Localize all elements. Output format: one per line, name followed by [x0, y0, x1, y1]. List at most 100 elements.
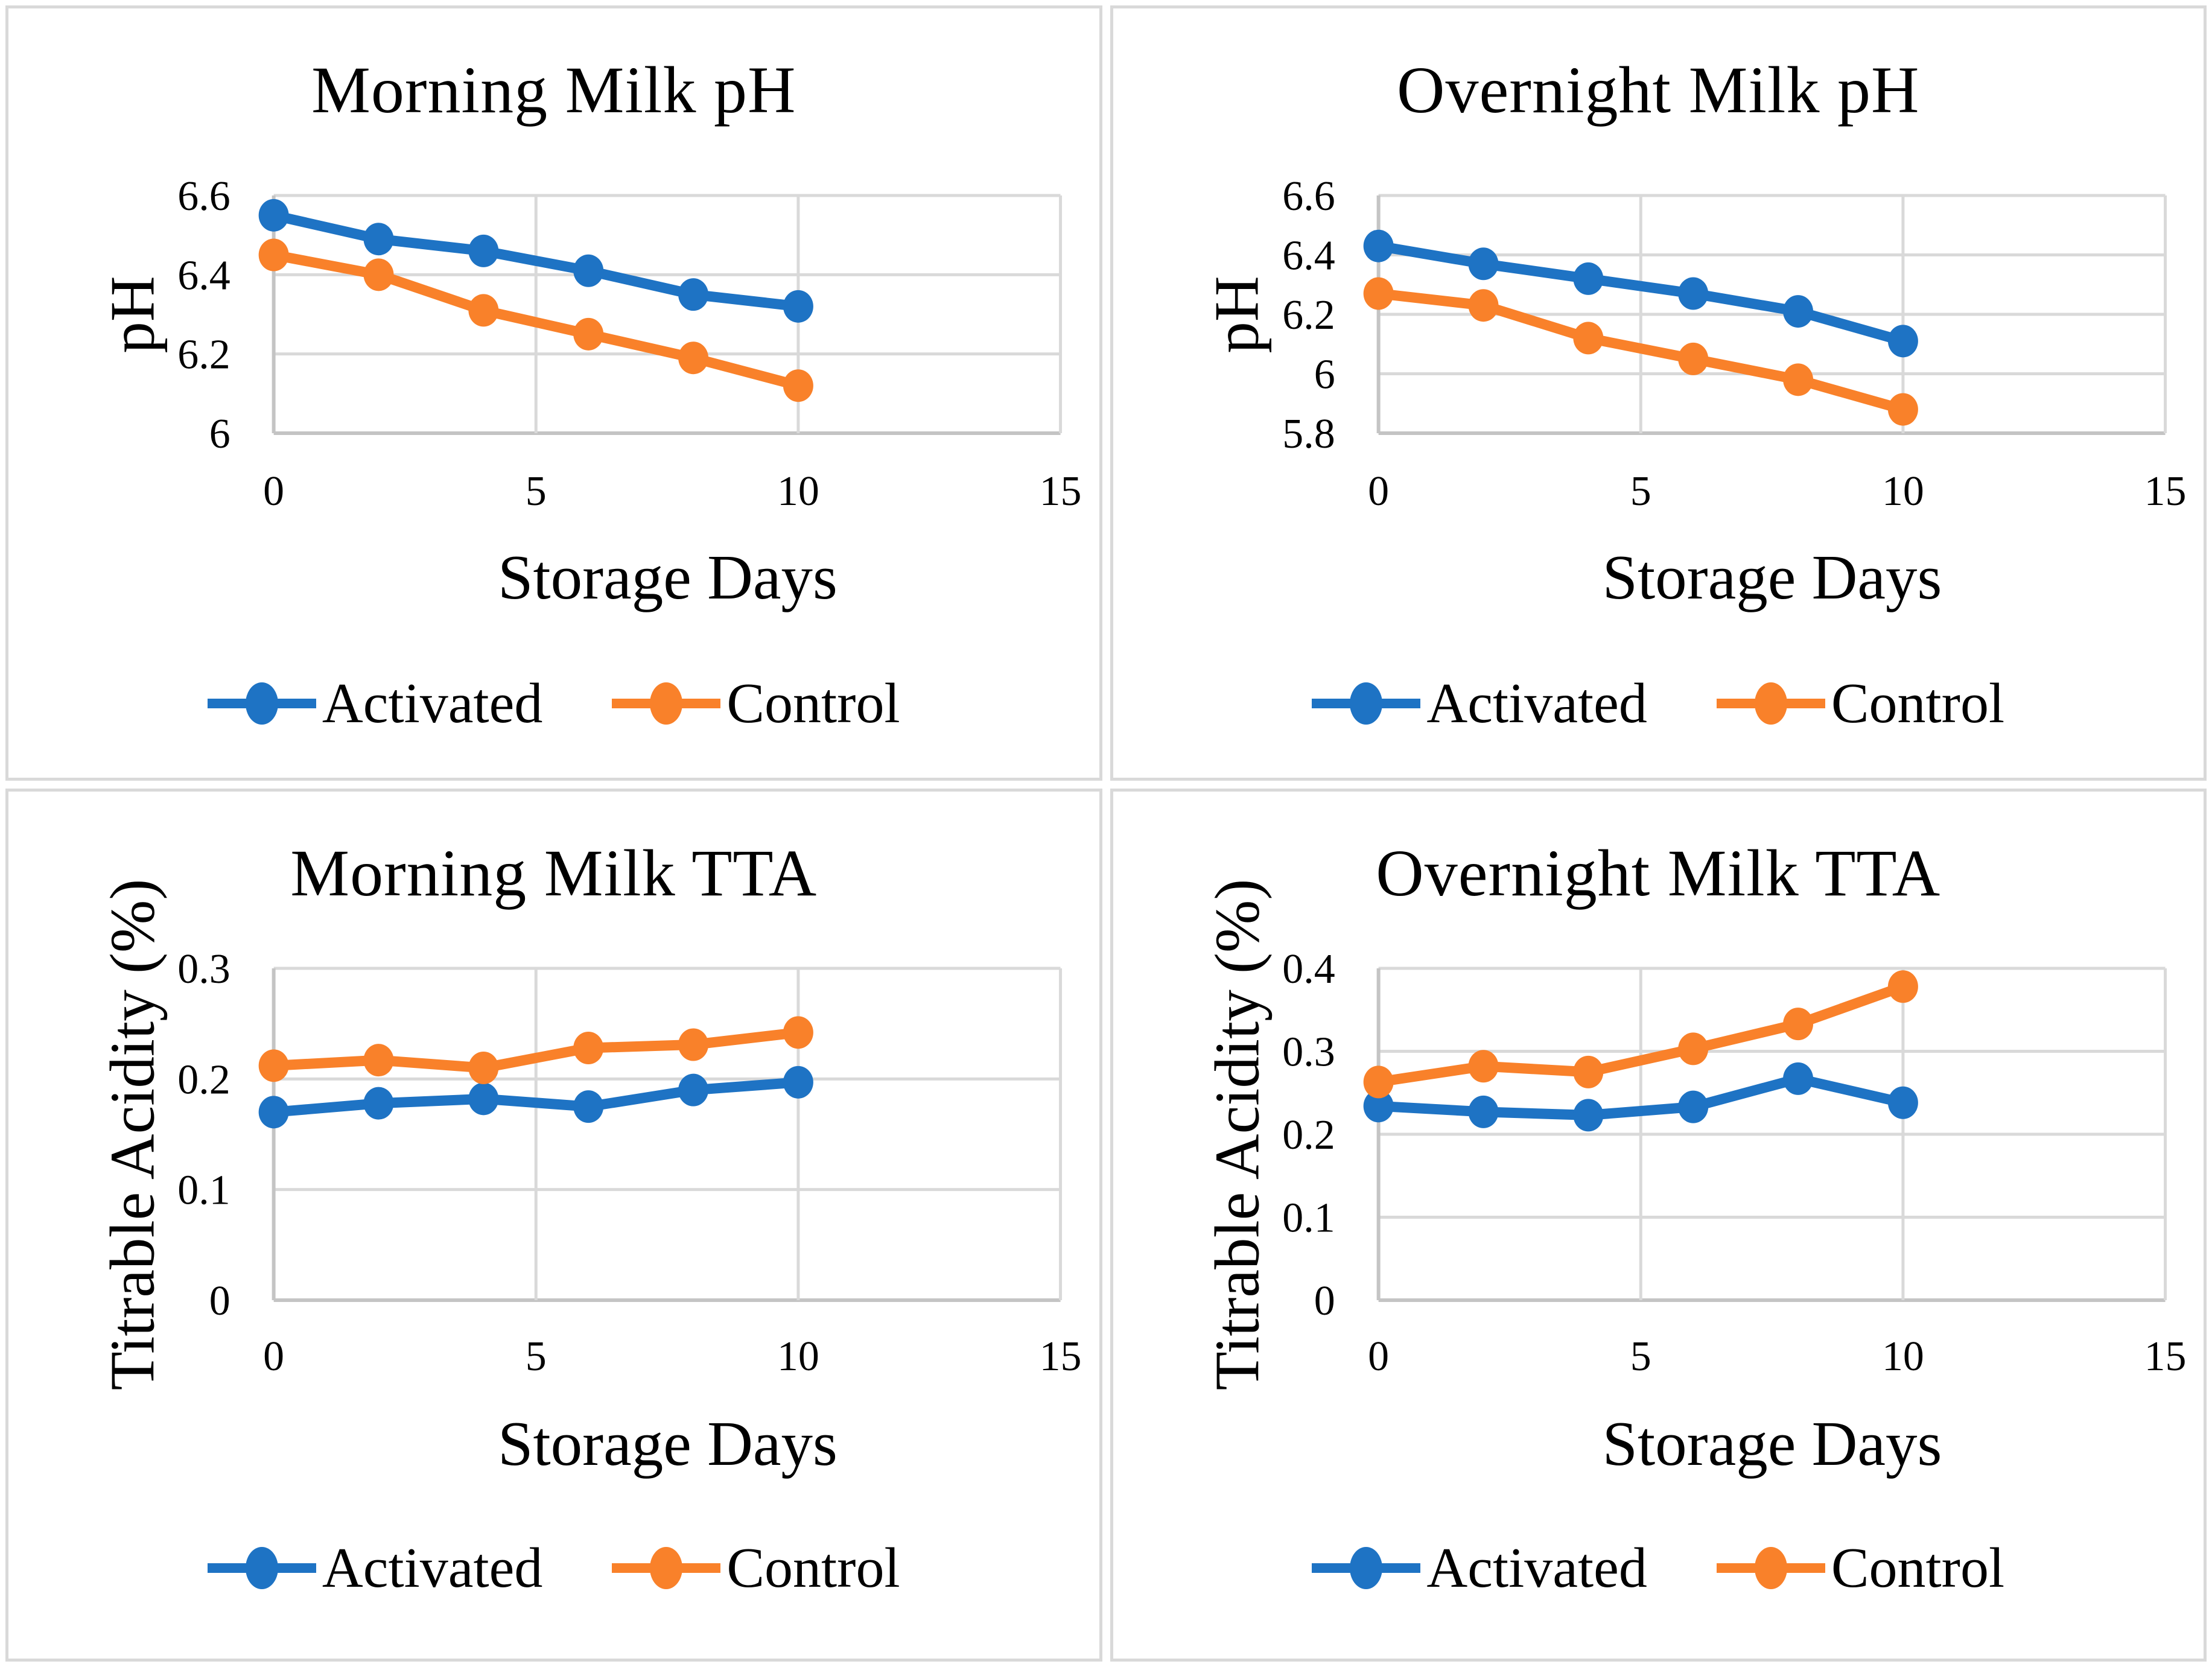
data-point-control	[1677, 342, 1708, 375]
y-tick-label: 6.6	[1282, 173, 1335, 220]
data-point-activated	[783, 290, 813, 323]
x-tick-label: 10	[777, 1333, 819, 1380]
plot-area: 5.8 6 6.2 6.4 6.6 0 5 10 15	[1282, 173, 2186, 515]
x-axis-title: Storage Days	[498, 542, 837, 612]
chart-title: Morning Milk pH	[311, 53, 796, 127]
data-point-control	[1887, 970, 1918, 1003]
data-point-activated	[363, 223, 394, 256]
legend-marker-activated-icon	[1312, 1547, 1421, 1589]
data-point-activated	[1677, 277, 1708, 310]
data-point-control	[1572, 1055, 1603, 1088]
data-point-activated	[258, 198, 289, 232]
x-axis-title: Storage Days	[498, 1408, 837, 1479]
data-point-control	[1782, 1008, 1813, 1041]
legend-item-control: Control	[612, 1540, 900, 1596]
y-tick-label: 0.1	[1282, 1195, 1335, 1241]
data-point-activated	[258, 1096, 289, 1129]
data-point-activated	[468, 1082, 499, 1116]
y-tick-label: 6	[209, 411, 230, 457]
x-tick-label: 5	[526, 468, 547, 515]
data-point-activated	[1782, 1062, 1813, 1095]
legend-item-activated: Activated	[207, 1537, 543, 1599]
data-point-activated	[1782, 295, 1813, 328]
data-point-activated	[678, 1073, 709, 1107]
y-tick-label: 6.6	[177, 173, 230, 220]
y-tick-label: 6	[1314, 351, 1335, 398]
data-point-activated	[363, 1087, 394, 1120]
x-axis-title: Storage Days	[1602, 1408, 1942, 1479]
legend-label: Activated	[322, 672, 543, 735]
legend-item-activated: Activated	[207, 672, 543, 735]
data-point-control	[573, 317, 604, 351]
panel-overnight-milk-tta: Overnight Milk TTA Titrable Acidity (%) …	[1110, 789, 2207, 1662]
legend-marker-control-icon	[1716, 1547, 1825, 1589]
data-point-control	[1363, 277, 1394, 310]
y-tick-label: 0	[209, 1278, 230, 1324]
x-tick-label: 5	[526, 1333, 547, 1380]
data-point-activated	[1363, 229, 1394, 262]
data-point-activated	[1572, 262, 1603, 295]
series-line-activated	[269, 1077, 804, 1117]
legend-marker-control-icon	[1716, 682, 1825, 725]
x-axis-title: Storage Days	[1602, 542, 1942, 612]
y-tick-label: 0.2	[1282, 1112, 1335, 1158]
y-tick-label: 0.3	[177, 948, 230, 992]
legend-label: Control	[726, 1537, 900, 1599]
data-point-activated	[1468, 1095, 1498, 1128]
series-line-activated	[1373, 1073, 1908, 1120]
plot-area: 0 0.1 0.2 0.3 0 5 10 15	[177, 948, 1082, 1380]
legend-item-activated: Activated	[1312, 675, 1647, 732]
x-tick-label: 10	[1881, 1333, 1924, 1380]
legend: Activated Control	[8, 1540, 1099, 1596]
x-tick-label: 15	[1040, 1333, 1082, 1380]
data-point-activated	[468, 234, 499, 267]
legend: Activated Control	[1113, 1540, 2204, 1596]
legend-marker-control-icon	[612, 682, 721, 725]
series-line-control	[269, 1027, 804, 1073]
legend-item-activated: Activated	[1312, 1540, 1647, 1596]
data-point-control	[1782, 363, 1813, 396]
legend-label: Control	[726, 672, 900, 735]
legend-item-control: Control	[1716, 672, 2005, 735]
data-point-control	[363, 258, 394, 291]
chart-title: Overnight Milk TTA	[1376, 836, 1941, 910]
data-point-control	[1468, 289, 1498, 322]
legend-label: Activated	[1426, 672, 1647, 735]
legend-label: Activated	[322, 1537, 543, 1599]
legend-marker-activated-icon	[207, 682, 316, 725]
data-point-control	[678, 341, 709, 375]
y-tick-label: 6.2	[177, 332, 230, 378]
data-point-control	[258, 238, 289, 271]
legend-dot	[1754, 1547, 1787, 1589]
plot-area: 0 0.1 0.2 0.3 0.4 0 5 10 15	[1282, 948, 2186, 1380]
plot-area: 6 6.2 6.4 6.6 0 5 10 15	[177, 173, 1082, 515]
legend-label: Control	[1831, 672, 2005, 735]
data-point-activated	[1677, 1090, 1708, 1123]
data-point-control	[1363, 1065, 1394, 1099]
legend-marker-activated-icon	[1312, 682, 1421, 725]
x-tick-label: 15	[2144, 1333, 2186, 1380]
series-line-activated	[1373, 241, 1908, 346]
legend-dot	[1754, 682, 1787, 725]
legend: Activated Control	[8, 675, 1099, 732]
y-tick-label: 0.3	[1282, 1029, 1335, 1075]
legend-dot	[245, 682, 278, 725]
series-line-control	[269, 250, 804, 391]
panel-overnight-milk-ph: Overnight Milk pH pH 5.8 6 6.2 6.4 6.6 0 5 10 15…	[1110, 5, 2207, 781]
series-line-control	[1373, 981, 1908, 1087]
data-point-activated	[573, 1090, 604, 1123]
data-point-activated	[783, 1065, 813, 1099]
y-tick-label: 6.2	[1282, 292, 1335, 338]
x-tick-label: 0	[1368, 468, 1389, 515]
legend-dot	[650, 1547, 683, 1589]
legend: Activated Control	[1113, 675, 2204, 732]
y-tick-label: 0	[1314, 1278, 1335, 1324]
data-point-control	[258, 1049, 289, 1082]
data-point-control	[783, 369, 813, 402]
data-point-control	[573, 1032, 604, 1064]
x-tick-label: 15	[1040, 468, 1082, 515]
legend-marker-control-icon	[612, 1547, 721, 1589]
x-tick-label: 0	[1368, 1333, 1389, 1380]
